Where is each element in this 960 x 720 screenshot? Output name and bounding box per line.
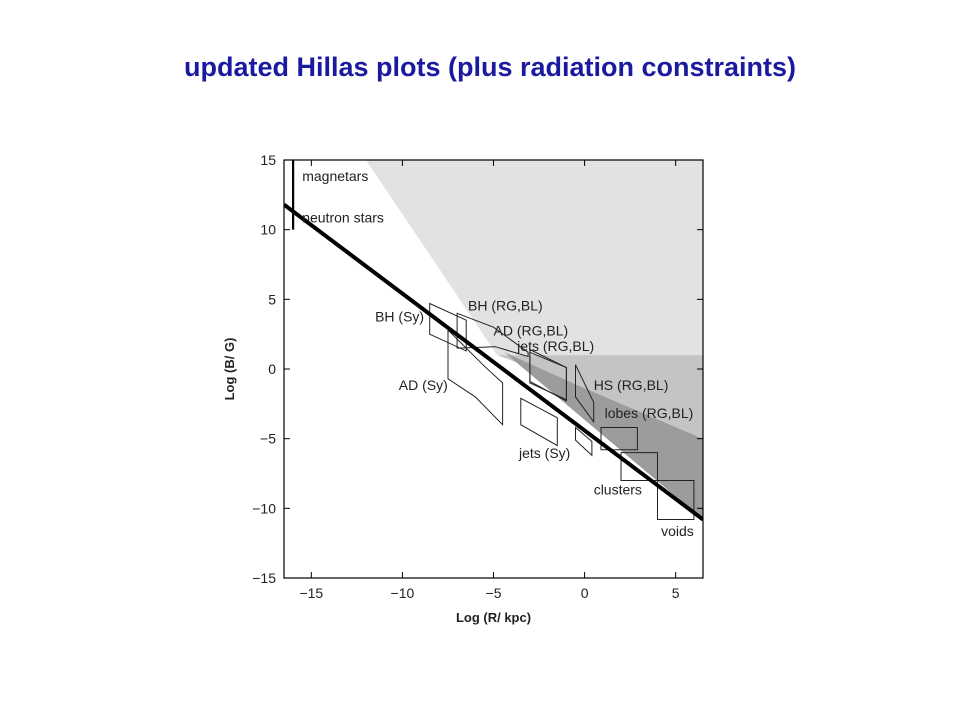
label-ad-rg-bl: AD (RG,BL) bbox=[494, 323, 569, 339]
x-axis-title: Log (R/ kpc) bbox=[456, 610, 531, 625]
box-jets-rg-bl bbox=[529, 351, 567, 401]
box-bh-sy bbox=[429, 302, 467, 352]
box-jets-sy bbox=[520, 397, 558, 447]
region-labels: magnetars neutron stars BH (Sy) BH (RG,BL) A… bbox=[302, 168, 694, 539]
source-boxes bbox=[429, 302, 695, 520]
slide-title: updated Hillas plots (plus radiation con… bbox=[183, 52, 797, 82]
axis-ticks: −15 −10 −5 0 5 15 10 5 0 −5 −10 −15 bbox=[252, 152, 703, 601]
label-ad-sy: AD (Sy) bbox=[399, 377, 448, 393]
label-voids: voids bbox=[661, 523, 694, 539]
box-bh-rg-bl bbox=[456, 312, 529, 358]
label-clusters: clusters bbox=[594, 481, 642, 497]
box-voids bbox=[657, 480, 695, 520]
box-unlabeled-box-10 bbox=[575, 426, 593, 457]
max-energy-line bbox=[284, 202, 703, 522]
label-hs-rg-bl: HS (RG,BL) bbox=[594, 377, 669, 393]
x-tick-label: −15 bbox=[299, 585, 323, 601]
y-tick-label: −10 bbox=[252, 500, 276, 516]
y-tick-label: 10 bbox=[260, 222, 276, 238]
y-tick-label: 15 bbox=[260, 152, 276, 168]
x-tick-label: 5 bbox=[672, 585, 680, 601]
shade-mid bbox=[497, 355, 703, 439]
y-tick-label: 0 bbox=[268, 361, 276, 377]
box-ad-sy bbox=[447, 328, 504, 426]
label-lobes-rg-bl: lobes (RG,BL) bbox=[605, 405, 694, 421]
box-hs-rg-bl bbox=[575, 364, 595, 424]
x-tick-label: 0 bbox=[581, 585, 589, 601]
y-tick-label: −15 bbox=[252, 570, 276, 586]
label-neutron-stars: neutron stars bbox=[302, 210, 384, 226]
x-tick-label: −5 bbox=[486, 585, 502, 601]
label-bh-rg-bl: BH (RG,BL) bbox=[468, 297, 543, 313]
label-bh-sy: BH (Sy) bbox=[375, 309, 424, 325]
label-magnetars: magnetars bbox=[302, 168, 368, 184]
y-axis-title: Log (B/ G) bbox=[222, 338, 237, 401]
label-jets-sy: jets (Sy) bbox=[518, 445, 570, 461]
label-jets-rg-bl: jets (RG,BL) bbox=[516, 338, 594, 354]
y-tick-label: 5 bbox=[268, 291, 276, 307]
x-tick-label: −10 bbox=[391, 585, 415, 601]
reference-line-layer bbox=[284, 160, 703, 522]
shade-light bbox=[366, 160, 703, 356]
y-tick-label: −5 bbox=[260, 431, 276, 447]
